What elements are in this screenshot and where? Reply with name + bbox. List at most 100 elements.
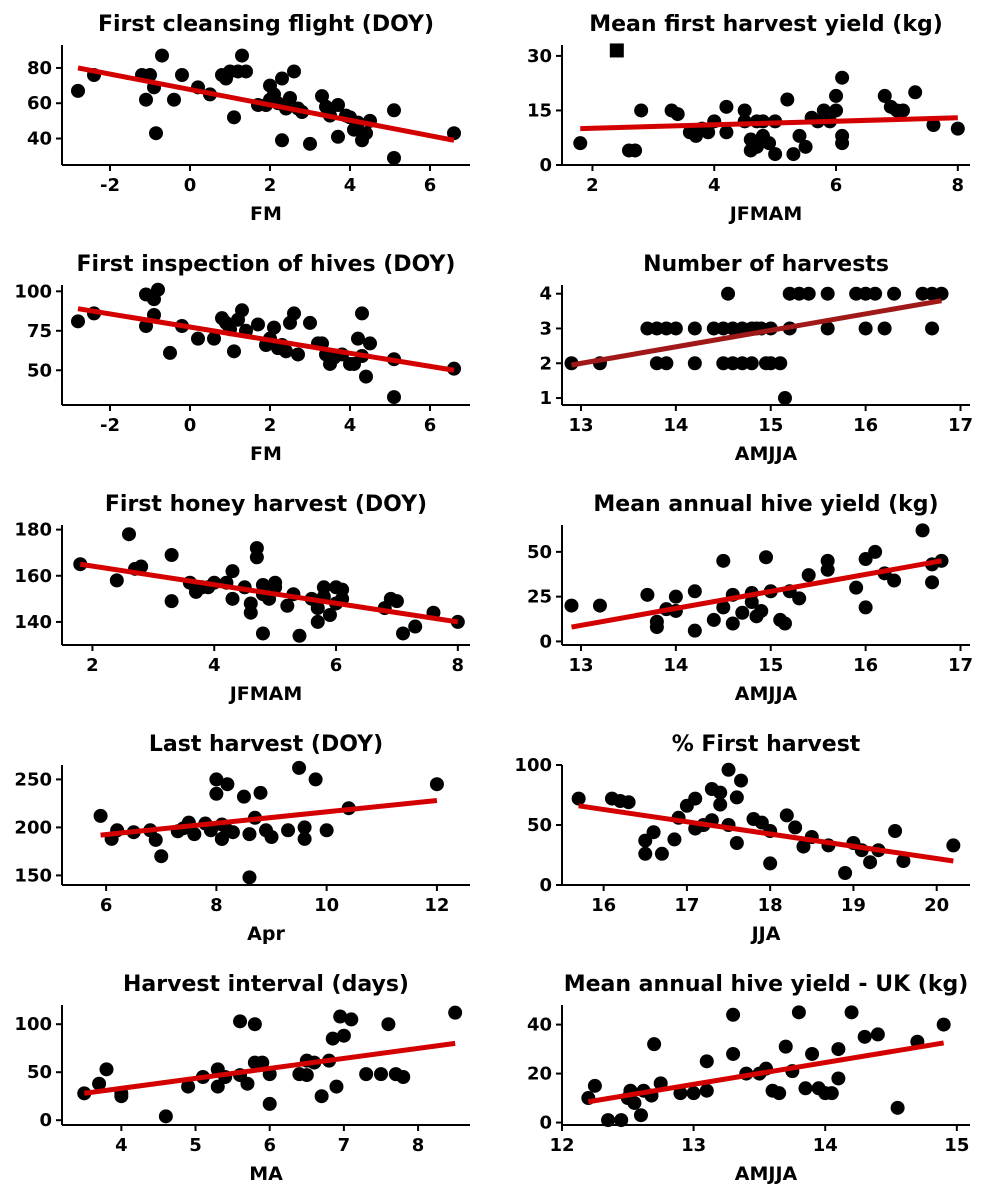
x-tick-label: 8 bbox=[452, 655, 465, 676]
data-point bbox=[314, 1089, 329, 1104]
data-point bbox=[772, 1086, 787, 1101]
y-tick-label: 0 bbox=[39, 1110, 52, 1131]
data-point bbox=[154, 849, 169, 864]
data-point bbox=[838, 866, 853, 880]
x-tick-label: 6 bbox=[424, 175, 437, 196]
data-point bbox=[896, 103, 911, 118]
x-axis-label: JJA bbox=[750, 923, 781, 945]
data-point bbox=[175, 68, 189, 82]
x-tick-label: 6 bbox=[424, 415, 437, 436]
data-point bbox=[247, 1017, 262, 1032]
trend-line bbox=[571, 298, 942, 368]
data-point bbox=[699, 1083, 714, 1098]
x-tick-label: 16 bbox=[591, 895, 616, 916]
data-point bbox=[820, 321, 835, 336]
data-point bbox=[148, 832, 163, 847]
data-point bbox=[829, 103, 844, 118]
x-tick-label: 6 bbox=[263, 1135, 276, 1156]
data-point bbox=[396, 1070, 411, 1084]
x-tick-label: 19 bbox=[841, 895, 866, 916]
panel-title: First inspection of hives (DOY) bbox=[77, 252, 456, 277]
data-point bbox=[408, 619, 423, 634]
data-point bbox=[163, 345, 177, 360]
data-point bbox=[207, 331, 221, 346]
data-point bbox=[777, 391, 792, 406]
data-point bbox=[359, 369, 373, 384]
data-point bbox=[796, 839, 811, 854]
data-point bbox=[946, 838, 961, 853]
data-point bbox=[633, 1108, 648, 1123]
data-point bbox=[344, 1012, 359, 1027]
panel-2: Mean first harvest yield (kg) 2 4 6 8 0 15 30 JF… bbox=[527, 12, 970, 225]
data-point bbox=[780, 92, 795, 107]
x-tick-label: 2 bbox=[586, 175, 599, 196]
data-point bbox=[121, 527, 136, 542]
data-point bbox=[359, 126, 373, 141]
data-point bbox=[786, 147, 801, 162]
data-point bbox=[283, 90, 297, 105]
data-point bbox=[227, 110, 241, 125]
x-axis-label: AMJJA bbox=[735, 683, 798, 705]
data-point bbox=[668, 321, 683, 336]
data-point bbox=[773, 356, 788, 371]
x-tick-label: 4 bbox=[344, 415, 357, 436]
data-point bbox=[114, 1089, 129, 1104]
y-tick-label: 50 bbox=[527, 815, 552, 836]
data-point bbox=[134, 559, 149, 574]
x-tick-label: 17 bbox=[948, 655, 973, 676]
data-point bbox=[429, 777, 444, 792]
data-point bbox=[381, 1017, 396, 1032]
data-point bbox=[779, 808, 794, 823]
y-tick-label: 250 bbox=[14, 769, 52, 790]
data-point bbox=[621, 795, 636, 810]
data-point bbox=[647, 1037, 662, 1052]
data-point bbox=[280, 598, 295, 613]
y-tick-label: 30 bbox=[527, 46, 552, 67]
data-point bbox=[243, 605, 258, 620]
x-tick-label: 5 bbox=[189, 1135, 202, 1156]
outlier-point bbox=[609, 43, 624, 58]
data-point bbox=[564, 598, 579, 613]
panel-title: Harvest interval (days) bbox=[123, 972, 409, 997]
data-point bbox=[877, 88, 892, 103]
y-tick-label: 100 bbox=[14, 281, 52, 302]
data-point bbox=[798, 1081, 813, 1096]
data-point bbox=[716, 600, 731, 615]
panel-title: Mean annual hive yield - UK (kg) bbox=[564, 972, 969, 997]
x-tick-label: 20 bbox=[924, 895, 949, 916]
y-tick-label: 50 bbox=[527, 542, 552, 563]
data-point bbox=[686, 1086, 701, 1101]
data-point bbox=[638, 846, 653, 861]
y-tick-label: 0 bbox=[539, 875, 552, 896]
x-tick-label: 2 bbox=[264, 175, 277, 196]
data-point bbox=[863, 855, 878, 870]
data-point bbox=[387, 390, 401, 405]
data-point bbox=[71, 314, 85, 329]
y-tick-label: 0 bbox=[539, 155, 552, 176]
data-point bbox=[744, 595, 759, 610]
data-point bbox=[857, 1029, 872, 1044]
data-point bbox=[333, 1009, 348, 1024]
data-point bbox=[210, 1079, 225, 1094]
y-tick-label: 60 bbox=[27, 93, 52, 114]
data-point bbox=[297, 820, 312, 835]
x-tick-label: 18 bbox=[758, 895, 783, 916]
data-point bbox=[820, 286, 835, 301]
panel-title: Number of harvests bbox=[643, 252, 889, 277]
data-point bbox=[92, 1076, 107, 1091]
x-tick-label: 13 bbox=[568, 655, 593, 676]
y-tick-label: 1 bbox=[539, 388, 552, 409]
data-point bbox=[329, 1079, 344, 1094]
x-tick-label: 15 bbox=[758, 655, 783, 676]
data-point bbox=[890, 1100, 905, 1115]
data-point bbox=[151, 282, 165, 297]
panel-9: Harvest interval (days) 4 5 6 7 8 0 50 100 MA bbox=[14, 972, 470, 1185]
data-point bbox=[287, 64, 301, 79]
data-point bbox=[236, 789, 251, 804]
data-point bbox=[726, 1046, 741, 1061]
data-point bbox=[634, 103, 649, 118]
data-point bbox=[325, 1031, 340, 1046]
data-point bbox=[721, 762, 736, 777]
data-point bbox=[240, 1076, 255, 1091]
data-point bbox=[225, 825, 240, 840]
